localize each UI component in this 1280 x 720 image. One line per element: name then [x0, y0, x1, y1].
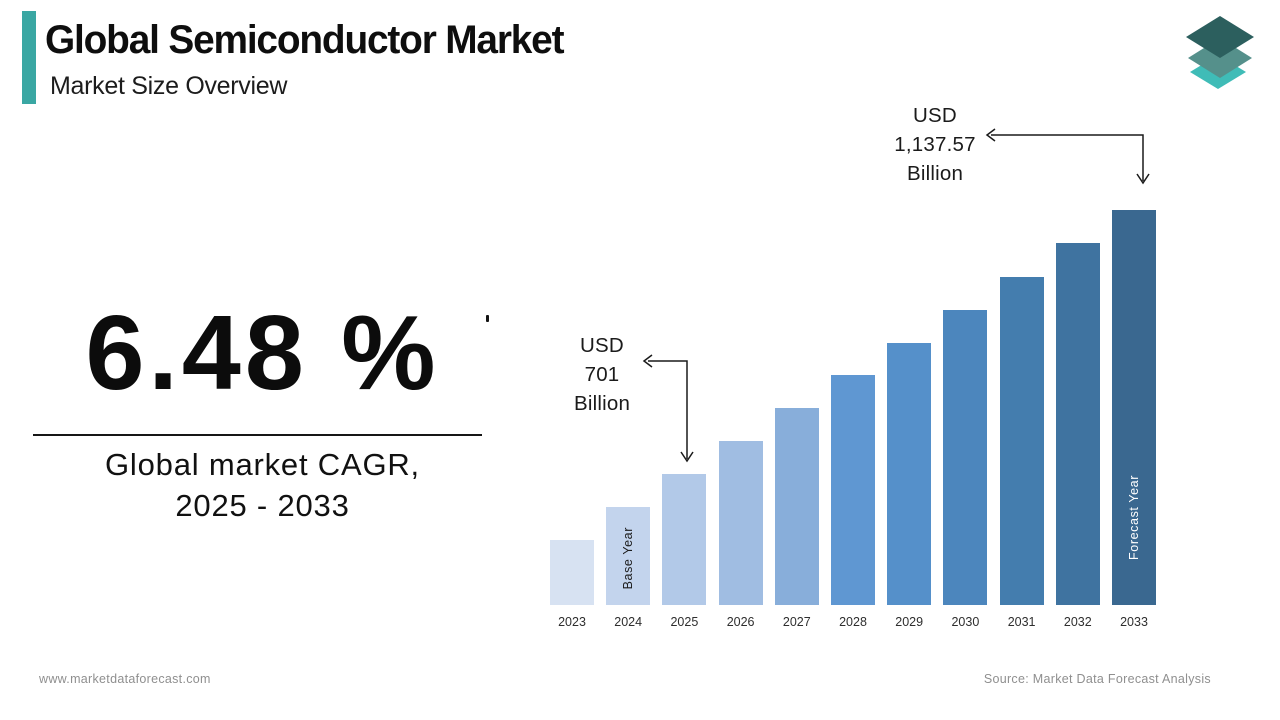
title-accent-bar — [22, 11, 36, 104]
bar-inner-label-2033: Forecast Year — [1127, 475, 1141, 560]
bar-2031 — [999, 276, 1044, 605]
stacked-layers-logo-icon — [1186, 16, 1254, 89]
cagr-value: 6.48 % — [85, 294, 440, 412]
x-axis-label-2027: 2027 — [782, 615, 811, 629]
page-title: Global Semiconductor Market — [45, 18, 565, 62]
bar-2028 — [831, 374, 875, 605]
page-subtitle: Market Size Overview — [50, 72, 288, 100]
x-axis-label-2026: 2026 — [726, 615, 755, 629]
website-url: www.marketdataforecast.com — [39, 672, 211, 686]
x-axis-label-2029: 2029 — [895, 615, 924, 629]
x-axis-label-2031: 2031 — [1007, 615, 1036, 629]
logo-layer-top — [1186, 16, 1254, 58]
bar-2026 — [718, 440, 763, 605]
bar-2030 — [943, 310, 988, 605]
bar-inner-label-2024: Base Year — [621, 526, 636, 589]
x-axis-label-2024: 2024 — [614, 615, 643, 629]
bar-2027 — [774, 408, 819, 605]
x-axis-label-2032: 2032 — [1063, 615, 1092, 629]
bar-2024: Base Year — [606, 506, 651, 605]
x-axis-label-2025: 2025 — [670, 615, 699, 629]
bar-2023 — [550, 539, 594, 605]
bar-2029 — [887, 342, 932, 605]
x-axis-label-2023: 2023 — [558, 615, 586, 629]
stray-mark — [486, 315, 489, 322]
arrow-down-chevron-2033 — [1136, 173, 1150, 185]
x-axis-label-2030: 2030 — [951, 615, 980, 629]
bar-2032 — [1055, 243, 1100, 605]
bar-2033: Forecast Year — [1112, 210, 1156, 605]
bar-2025 — [662, 473, 707, 605]
annotation-2025-value: USD 701 Billion — [573, 334, 631, 415]
source-note: Source: Market Data Forecast Analysis — [983, 672, 1211, 686]
x-axis-label-2028: 2028 — [839, 615, 867, 629]
bar-chart: 2023 Base Year 2024 2025 2026 2027 2028 2029 203… — [540, 190, 1180, 640]
annotation-2033-value: USD 1,137.57 Billion — [894, 104, 976, 185]
stat-divider-line — [33, 434, 482, 436]
arrow-elbow-2033 — [991, 134, 1144, 181]
cagr-caption: Global market CAGR, 2025 - 2033 — [105, 447, 420, 524]
x-axis-label-2033: 2033 — [1120, 615, 1148, 629]
